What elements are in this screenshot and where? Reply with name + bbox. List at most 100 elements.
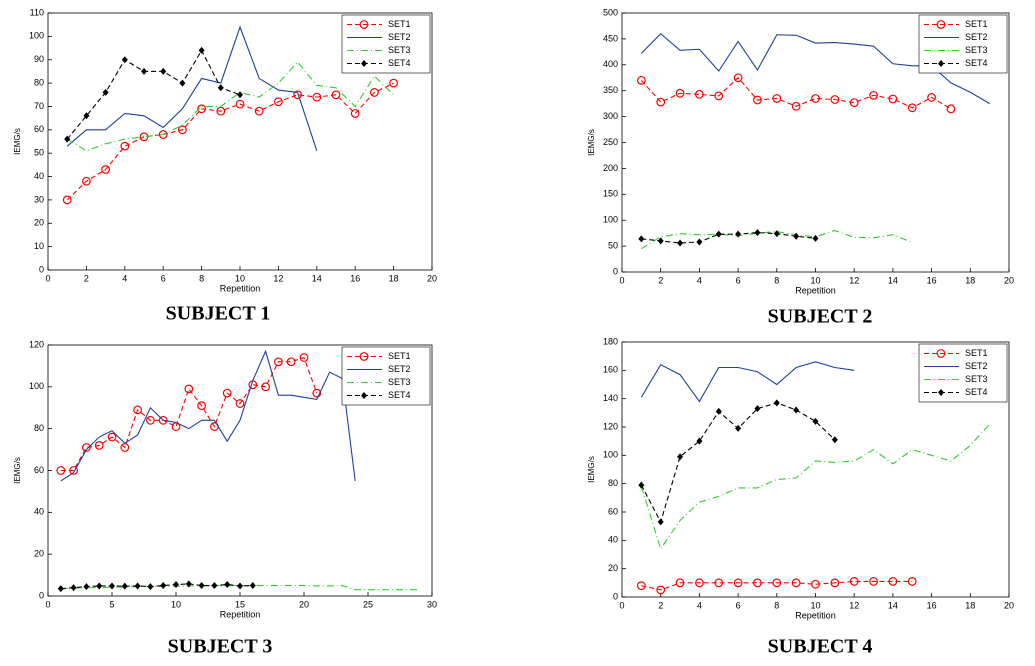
x-tick-label: 6 — [736, 275, 741, 285]
x-tick-label: 4 — [122, 273, 127, 283]
series-line — [641, 229, 913, 250]
x-tick-label: 18 — [965, 275, 975, 285]
point-marker — [197, 104, 207, 114]
x-tick-label: 6 — [161, 273, 166, 283]
legend-marker — [361, 392, 367, 399]
point-marker — [81, 443, 91, 452]
legend-box — [341, 14, 431, 74]
legend-box — [918, 14, 1008, 74]
point-marker — [96, 582, 103, 590]
point-marker — [869, 90, 878, 100]
y-tick-label: 200 — [603, 163, 618, 173]
y-tick-label: 0 — [39, 590, 44, 600]
point-marker — [198, 46, 205, 54]
point-marker — [254, 106, 264, 116]
y-tick-label: 10 — [34, 241, 44, 251]
point-marker — [222, 388, 232, 398]
point-marker — [888, 577, 898, 586]
point-marker — [696, 238, 703, 246]
point-marker — [715, 407, 722, 415]
point-marker — [81, 176, 91, 186]
legend-box — [918, 343, 1008, 403]
legend-label: SET4 — [965, 58, 988, 68]
x-tick-label: 4 — [697, 600, 702, 610]
y-tick-label: 30 — [34, 194, 44, 204]
x-tick-label: 0 — [619, 600, 624, 610]
point-marker — [312, 92, 322, 102]
y-tick-label: 20 — [608, 563, 618, 573]
point-marker — [772, 94, 782, 103]
point-marker — [677, 239, 684, 247]
point-marker — [812, 417, 819, 425]
y-tick-label: 140 — [603, 393, 618, 403]
point-marker — [177, 125, 187, 135]
series-line — [641, 580, 913, 591]
point-marker — [791, 101, 801, 111]
legend-marker — [936, 20, 946, 29]
point-marker — [675, 88, 685, 98]
y-tick-label: 40 — [608, 535, 618, 545]
point-marker — [237, 91, 243, 99]
point-marker — [158, 130, 168, 139]
legend-label: SET4 — [965, 387, 988, 397]
point-marker — [312, 388, 322, 398]
x-axis-label: Repetition — [795, 285, 836, 295]
y-tick-label: 400 — [603, 59, 618, 69]
point-marker — [249, 582, 256, 590]
series-line — [66, 82, 394, 201]
point-marker — [715, 230, 722, 238]
point-marker — [636, 581, 646, 591]
point-marker — [638, 481, 645, 489]
series-line — [640, 423, 991, 551]
legend-marker — [359, 20, 369, 29]
series-line — [66, 61, 394, 152]
legend-marker — [936, 349, 946, 358]
y-tick-label: 100 — [29, 381, 44, 391]
point-marker — [735, 424, 742, 432]
point-marker — [830, 95, 840, 104]
legend-label: SET1 — [965, 348, 988, 358]
point-marker — [69, 466, 78, 475]
point-marker — [389, 78, 399, 88]
point-marker — [636, 75, 646, 85]
x-tick-label: 20 — [427, 273, 437, 283]
x-tick-label: 14 — [888, 275, 898, 285]
point-marker — [888, 94, 898, 104]
point-marker — [370, 88, 379, 97]
y-axis-label: IEMG/s — [587, 129, 596, 156]
y-axis-label: IEMG/s — [13, 128, 22, 155]
point-marker — [261, 382, 271, 392]
x-tick-label: 0 — [619, 275, 624, 285]
point-marker — [753, 95, 762, 105]
point-marker — [733, 578, 743, 588]
caption: SUBJECT 2 — [768, 306, 873, 328]
y-tick-label: 0 — [39, 264, 44, 274]
point-marker — [830, 578, 840, 588]
x-tick-label: 12 — [273, 273, 283, 283]
x-tick-label: 10 — [171, 599, 181, 609]
point-marker — [811, 94, 820, 103]
point-marker — [83, 583, 90, 591]
legend-box — [341, 346, 431, 406]
point-marker — [184, 384, 194, 394]
series-line — [66, 25, 318, 152]
point-marker — [907, 577, 917, 586]
point-marker — [70, 584, 77, 592]
y-tick-label: 250 — [603, 137, 618, 147]
point-marker — [293, 90, 303, 100]
point-marker — [657, 237, 664, 245]
point-marker — [735, 230, 742, 238]
x-axis-label: Repetition — [220, 609, 261, 619]
point-marker — [158, 415, 168, 425]
point-marker — [656, 97, 666, 107]
point-marker — [109, 582, 115, 590]
legend-label: SET3 — [388, 45, 411, 55]
x-tick-label: 25 — [363, 599, 373, 609]
x-tick-label: 16 — [927, 600, 937, 610]
x-tick-label: 8 — [199, 273, 204, 283]
y-tick-label: 0 — [613, 266, 618, 276]
point-marker — [753, 578, 762, 588]
point-marker — [102, 88, 109, 96]
x-tick-label: 5 — [109, 599, 114, 609]
point-marker — [331, 90, 341, 100]
